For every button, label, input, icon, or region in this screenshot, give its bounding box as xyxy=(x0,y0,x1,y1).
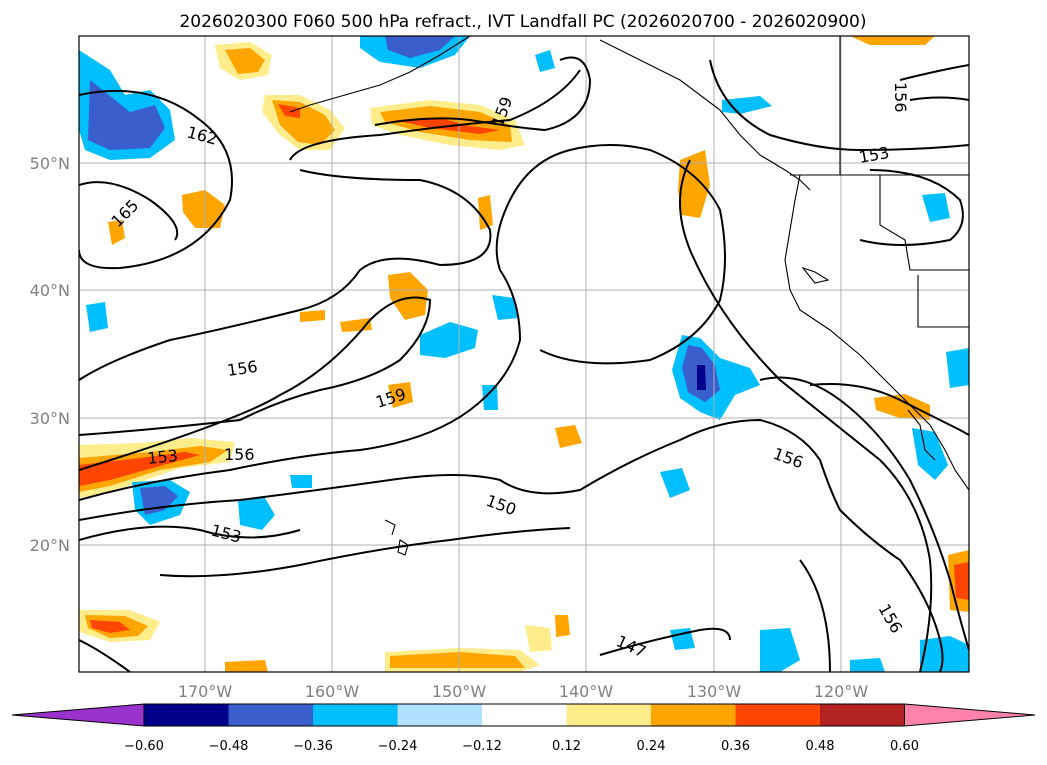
lon-label-160w: 160°W xyxy=(305,682,360,701)
contour-label: 156 xyxy=(224,445,255,464)
lon-label-120w: 120°W xyxy=(814,682,869,701)
colorbar-segment xyxy=(482,704,567,726)
colorbar-tick: −0.60 xyxy=(124,739,164,754)
colorbar-segment xyxy=(820,704,905,726)
map-gridlines xyxy=(79,36,969,672)
map-frame xyxy=(78,35,970,673)
colorbar-tick: 0.12 xyxy=(552,739,581,754)
colorbar-segment xyxy=(313,704,398,726)
colorbar-segment xyxy=(735,704,820,726)
colorbar: −0.60 −0.48 −0.36 −0.24 −0.12 0.12 0.24 … xyxy=(11,703,1036,754)
contour-label: 156 xyxy=(891,82,910,113)
map-panel: 162 165 159 156 153 156 159 153 156 153 … xyxy=(78,35,970,673)
colorbar-frame xyxy=(143,703,905,727)
figure-title: 2026020300 F060 500 hPa refract., IVT La… xyxy=(179,12,866,32)
colorbar-tick: −0.48 xyxy=(209,739,249,754)
colorbar-tick: 0.36 xyxy=(721,739,750,754)
colorbar-segment xyxy=(397,704,482,726)
colorbar-tick: −0.36 xyxy=(293,739,333,754)
colorbar-segment xyxy=(228,704,313,726)
lat-label-50n: 50°N xyxy=(30,154,70,173)
lon-label-140w: 140°W xyxy=(559,682,614,701)
colorbar-segment xyxy=(144,704,229,726)
lon-label-150w: 150°W xyxy=(432,682,487,701)
lat-label-30n: 30°N xyxy=(30,409,70,428)
height-contours xyxy=(79,56,969,672)
colorbar-tick: 0.48 xyxy=(806,739,835,754)
lon-label-130w: 130°W xyxy=(687,682,742,701)
contour-label: 153 xyxy=(146,446,178,468)
ivt-shading xyxy=(79,36,969,672)
colorbar-extend-left xyxy=(11,703,145,727)
colorbar-segment xyxy=(651,704,736,726)
contour-label: 156 xyxy=(226,357,259,380)
colorbar-tick: −0.12 xyxy=(462,739,502,754)
coastlines xyxy=(289,36,969,556)
colorbar-tick: 0.60 xyxy=(890,739,919,754)
colorbar-extend-right xyxy=(904,703,1036,727)
colorbar-segment xyxy=(566,704,651,726)
lat-label-20n: 20°N xyxy=(30,536,70,555)
lat-label-40n: 40°N xyxy=(30,281,70,300)
lon-label-170w: 170°W xyxy=(178,682,233,701)
latitude-labels: 50°N 40°N 30°N 20°N xyxy=(30,154,70,555)
colorbar-tick: 0.24 xyxy=(637,739,666,754)
longitude-labels: 170°W 160°W 150°W 140°W 130°W 120°W xyxy=(178,682,869,701)
colorbar-tick: −0.24 xyxy=(378,739,418,754)
